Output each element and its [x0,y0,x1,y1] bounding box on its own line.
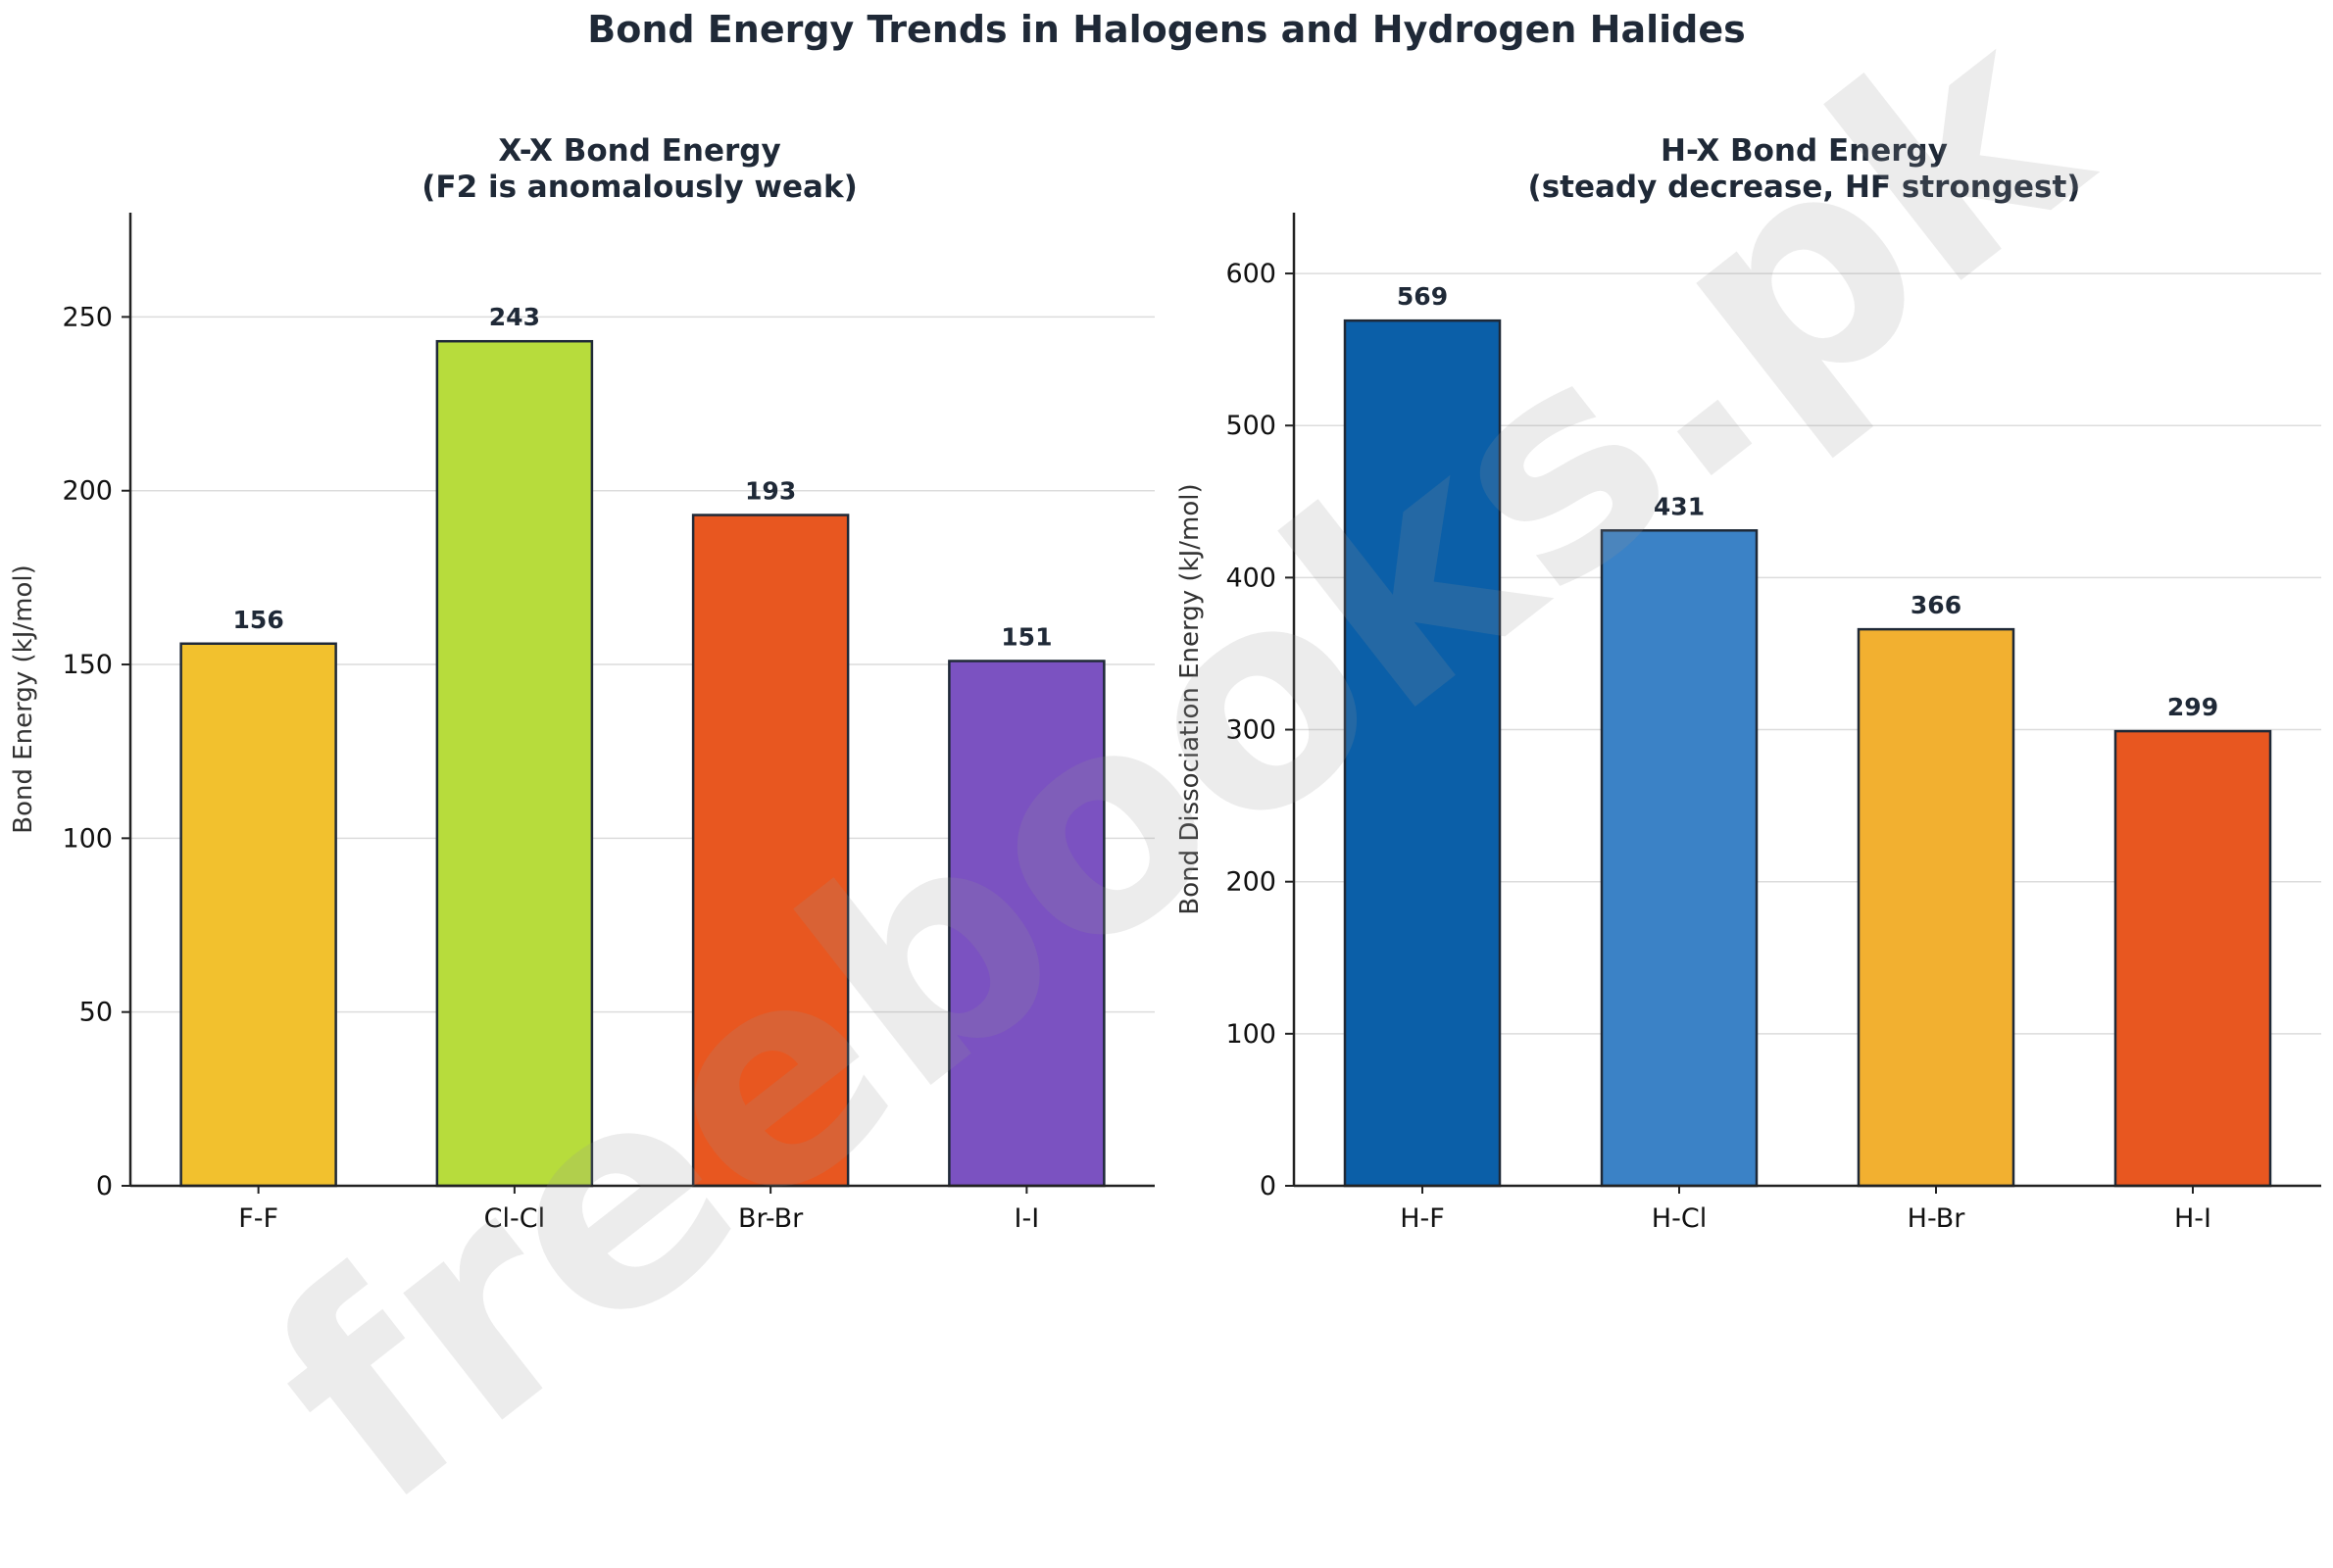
left-xtick-label: I-I [1015,1203,1040,1234]
left-ytick-label: 150 [62,650,113,680]
right-chart-title-line1: H-X Bond Energy [1661,133,1948,169]
right-chart-title-line2: (steady decrease, HF strongest) [1527,170,2081,205]
charts-canvas: 156 F-F 243 Cl-Cl 193 Br-Br 151 I-I 0 50 100 150 200… [9,213,2321,1234]
figure-title: Bond Energy Trends in Halogens and Hydro… [587,8,1746,51]
right-ytick-label: 300 [1225,715,1276,746]
right-bar-H-I [2113,729,2272,1188]
left-ytick-label: 50 [79,998,113,1028]
left-ytick-label: 100 [62,823,113,854]
left-ytick-label: 250 [62,302,113,332]
right-ytick-label: 200 [1225,867,1276,898]
left-xtick-label: Br-Br [738,1203,804,1234]
right-ytick-label: 400 [1225,563,1276,593]
right-chart-title: H-X Bond Energy (steady decrease, HF str… [1292,133,2316,206]
right-bar-H-Br [1857,627,2015,1188]
figure: Bond Energy Trends in Halogens and Hydro… [9,0,2321,1568]
right-ytick-label: 0 [1260,1171,1276,1201]
left-y-axis-label: Bond Energy (kJ/mol) [9,564,38,834]
right-xtick-label: H-Br [1908,1203,1966,1234]
right-data-label: 569 [1397,282,1448,311]
right-ytick-label: 500 [1225,411,1276,441]
left-chart-title: X-X Bond Energy (F2 is anomalously weak) [127,133,1152,206]
left-chart: 156 F-F 243 Cl-Cl 193 Br-Br 151 I-I 0 50 100 150 200… [9,213,1155,1234]
right-data-label: 431 [1654,492,1705,520]
right-y-axis-label: Bond Dissociation Energy (kJ/mol) [1175,483,1205,914]
right-bar-H-Cl [1600,529,1759,1188]
right-xtick-label: H-I [2174,1203,2211,1234]
right-ytick-label: 100 [1225,1019,1276,1050]
right-xtick-label: H-F [1400,1203,1445,1234]
left-data-label: 243 [489,303,540,331]
left-bar-F-F [179,642,337,1188]
right-ytick-label: 600 [1225,259,1276,289]
left-xtick-label: Cl-Cl [484,1203,545,1234]
left-bar-Br-Br [691,514,850,1188]
left-bar-Cl-Cl [435,339,594,1188]
right-data-label: 366 [1911,591,1961,619]
left-chart-title-line2: (F2 is anomalously weak) [422,170,858,205]
left-xtick-label: F-F [238,1203,278,1234]
right-data-label: 299 [2167,693,2218,721]
left-data-label: 156 [233,606,284,634]
left-data-label: 151 [1001,622,1052,651]
left-bar-I-I [948,660,1106,1188]
right-bar-H-F [1343,318,1502,1188]
left-ytick-label: 0 [96,1171,113,1201]
right-xtick-label: H-Cl [1652,1203,1707,1234]
right-chart: 569 H-F 431 H-Cl 366 H-Br 299 H-I 0 100 200 300 400 5… [1175,213,2321,1234]
left-ytick-label: 200 [62,476,113,507]
left-data-label: 193 [745,477,796,506]
left-chart-title-line1: X-X Bond Energy [498,133,781,169]
